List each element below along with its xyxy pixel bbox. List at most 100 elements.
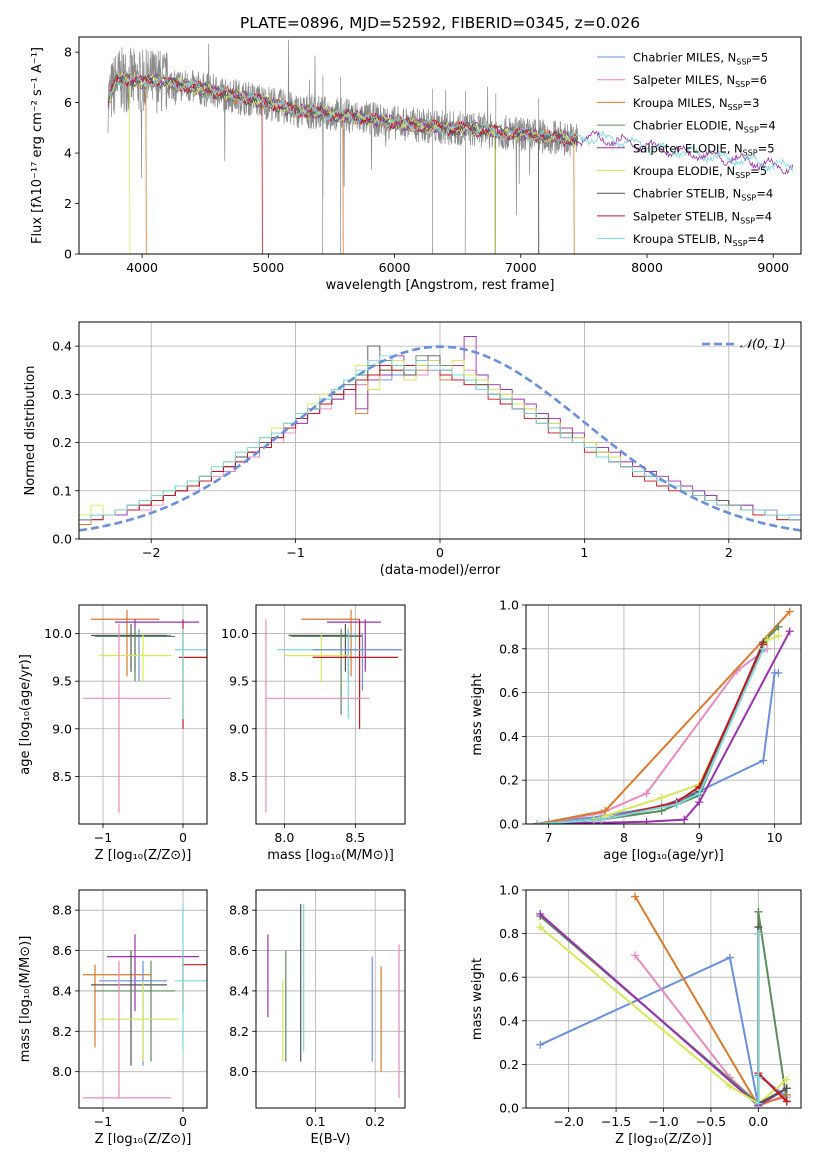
x-axis-label: age [log₁₀(age/yr)] <box>603 848 724 863</box>
y-tick-label: 8.4 <box>229 983 249 998</box>
y-tick-label: 8.6 <box>229 943 249 958</box>
y-tick-label: 4 <box>64 146 72 161</box>
y-tick-label: 1.0 <box>499 883 519 898</box>
x-tick-label: 0.0 <box>748 1114 768 1129</box>
y-tick-label: 6 <box>64 95 72 110</box>
legend-suffix: =5 <box>751 51 768 65</box>
y-tick-label: 0 <box>64 247 72 262</box>
y-tick-label: 8.2 <box>229 1024 249 1039</box>
y-tick-label: 0.6 <box>499 970 519 985</box>
legend-label: Chabrier ELODIE, NSSP=4 <box>633 119 776 135</box>
mass-weight-marker <box>631 892 640 901</box>
y-axis-label: mass weight <box>470 958 485 1040</box>
mass-weight-marker <box>642 789 651 798</box>
legend-subscript: SSP <box>736 58 751 67</box>
legend-label: Salpeter STELIB, NSSP=4 <box>633 209 772 225</box>
x-tick-label: 5000 <box>252 260 284 275</box>
legend-subscript: SSP <box>743 148 758 157</box>
mass-weight-marker <box>657 793 666 802</box>
mass-weight-marker <box>785 607 794 616</box>
mass-weight-marker <box>754 907 763 916</box>
legend-suffix: =5 <box>750 164 767 178</box>
legend-subscript: SSP <box>744 126 759 135</box>
mass-weight-marker <box>754 1099 763 1108</box>
y-axis-label: age [log₁₀(age/yr)] <box>18 654 33 775</box>
z_age-plot-area <box>83 609 207 813</box>
axes-frame <box>525 604 802 825</box>
y-tick-label: 2 <box>64 196 72 211</box>
mass-weight-marker <box>680 815 689 824</box>
mass-age-panel: 8.0 8.5 8.5 9.0 9.5 10.0 mass [log₁₀(M/M⊙)] <box>221 604 406 863</box>
y-tick-label: 8.5 <box>229 769 249 784</box>
y-tick-label: 9.0 <box>229 721 249 736</box>
mass-weight-marker <box>536 909 545 918</box>
model-spectrum-line <box>107 71 794 174</box>
legend-subscript: SSP <box>735 171 750 180</box>
mass-weight-marker <box>782 1084 791 1093</box>
residual-histogram <box>79 355 801 521</box>
z-weight-panel: −2.0 −1.5 −1.0 −0.5 0.0 0.0 0.2 0.4 0.6 0.8 1.0 Z [… <box>470 883 802 1147</box>
z-mass-panel: −1 0 8.0 8.2 8.4 8.6 8.8 Z [log₁₀(Z/Z⊙)] mass [l… <box>18 889 208 1147</box>
legend-suffix: =3 <box>743 96 760 110</box>
x-tick-label: 8000 <box>631 260 663 275</box>
mass-weight-marker <box>782 1097 791 1106</box>
age-weight-panel: 7 8 9 10 0.0 0.2 0.4 0.6 0.8 1.0 age [log₁₀(age/yr… <box>470 598 802 863</box>
y-axis-label: mass [log₁₀(M/M⊙)] <box>18 936 33 1063</box>
model-spectrum-line <box>107 73 578 254</box>
z_weight-plot-area <box>536 892 791 1108</box>
y-tick-label: 0.1 <box>52 483 72 498</box>
y-tick-label: 0.6 <box>499 685 519 700</box>
mass_age-plot-area <box>265 609 403 813</box>
y-tick-label: 8.8 <box>52 903 72 918</box>
y-tick-label: 0.2 <box>499 1057 519 1072</box>
x-tick-label: 9000 <box>757 260 789 275</box>
x-tick-label: 1 <box>580 545 588 560</box>
mass-weight-marker <box>759 756 768 765</box>
x-tick-label: 8.0 <box>274 830 294 845</box>
y-tick-label: 10.0 <box>44 626 72 641</box>
y-tick-label: 8 <box>64 45 72 60</box>
mass-weight-marker <box>631 951 640 960</box>
y-axis-label: Normed distribution <box>23 366 38 496</box>
x-tick-label: −1 <box>94 1114 112 1129</box>
mass-weight-marker <box>774 668 783 677</box>
mass-weight-line <box>537 643 765 824</box>
y-tick-label: 0.4 <box>499 729 519 744</box>
mass-weight-marker <box>642 817 651 824</box>
legend-suffix: =4 <box>748 232 765 246</box>
model-spectrum-line <box>107 73 794 173</box>
spectrum-plot-area <box>107 39 794 254</box>
legend-subscript: SSP <box>740 216 755 225</box>
axes-frame <box>255 604 406 825</box>
legend-label: Kroupa STELIB, NSSP=4 <box>633 232 764 248</box>
y-tick-label: 0.2 <box>52 435 72 450</box>
x-tick-label: −1 <box>94 830 112 845</box>
x-axis-label: E(B-V) <box>310 1132 350 1147</box>
mass-weight-marker <box>695 798 704 807</box>
mass-weight-line <box>537 641 765 824</box>
residuals-plot-area <box>79 336 801 532</box>
z_mass-plot-area <box>83 904 207 1099</box>
ebv-mass-panel: 0.1 0.2 8.0 8.2 8.4 8.6 8.8 E(B-V) <box>229 889 406 1147</box>
legend-label: 𝒩(0, 1) <box>740 336 786 351</box>
x-tick-label: −1 <box>286 545 304 560</box>
x-tick-label: −0.5 <box>696 1114 726 1129</box>
mass-weight-marker <box>533 820 542 824</box>
legend-subscript: SSP <box>733 239 748 248</box>
y-tick-label: 8.8 <box>229 903 249 918</box>
legend-suffix: =4 <box>759 119 776 133</box>
x-tick-label: 0.1 <box>306 1114 326 1129</box>
mass-weight-marker <box>782 1075 791 1084</box>
age_weight-plot-area <box>533 607 794 824</box>
mass-weight-marker <box>725 1082 734 1091</box>
mass-weight-marker <box>774 631 783 640</box>
x-axis-label: (data-model)/error <box>380 563 501 578</box>
x-tick-label: 7000 <box>505 260 537 275</box>
y-tick-label: 0.0 <box>52 532 72 547</box>
y-tick-label: 0.2 <box>499 773 519 788</box>
x-tick-label: −2.0 <box>553 1114 583 1129</box>
x-tick-label: 7 <box>545 830 553 845</box>
x-tick-label: −1.5 <box>601 1114 631 1129</box>
x-tick-label: 0 <box>436 545 444 560</box>
mass-weight-marker <box>754 1073 763 1082</box>
